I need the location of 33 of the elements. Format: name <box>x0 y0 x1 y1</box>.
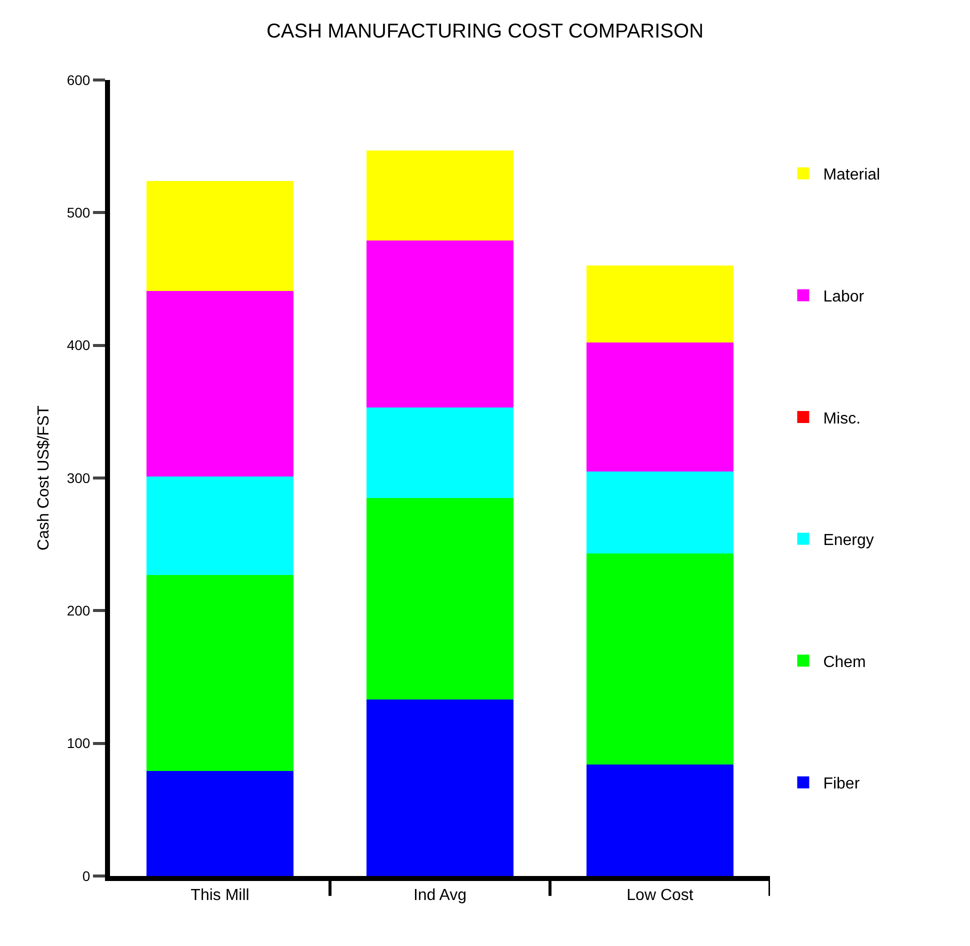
bar <box>366 498 514 700</box>
y-axis-title: Cash Cost US$/FST <box>36 405 53 550</box>
chart-title: CASH MANUFACTURING COST COMPARISON <box>266 20 704 43</box>
legend-label: Chem <box>823 654 866 671</box>
bar <box>146 574 294 772</box>
bar <box>366 700 514 876</box>
y-tick-label: 0 <box>82 868 90 884</box>
x-tick-label: Ind Avg <box>413 887 467 904</box>
legend-label: Energy <box>823 532 874 550</box>
bar <box>146 476 294 575</box>
bar <box>366 150 514 241</box>
y-tick-label: 100 <box>66 735 90 752</box>
legend-label: Misc. <box>823 410 861 428</box>
y-tick-label: 600 <box>66 72 90 88</box>
bar <box>366 240 514 408</box>
bar <box>586 266 734 343</box>
legend-label: Labor <box>823 288 865 306</box>
bar <box>146 180 294 291</box>
y-tick-label: 300 <box>66 470 90 486</box>
bar <box>586 554 734 765</box>
x-tick-label: Low Cost <box>626 887 694 904</box>
legend-label: Fiber <box>823 776 860 793</box>
bar <box>146 290 294 477</box>
x-tick-label: This Mill <box>190 887 250 904</box>
legend-label: Material <box>823 166 880 184</box>
bar <box>586 342 734 472</box>
bar <box>366 408 514 498</box>
bar <box>146 771 294 876</box>
bar <box>586 471 734 554</box>
y-tick-label: 200 <box>66 602 90 619</box>
y-tick-label: 400 <box>66 337 90 354</box>
bar <box>586 764 734 876</box>
y-tick-label: 500 <box>66 204 90 221</box>
